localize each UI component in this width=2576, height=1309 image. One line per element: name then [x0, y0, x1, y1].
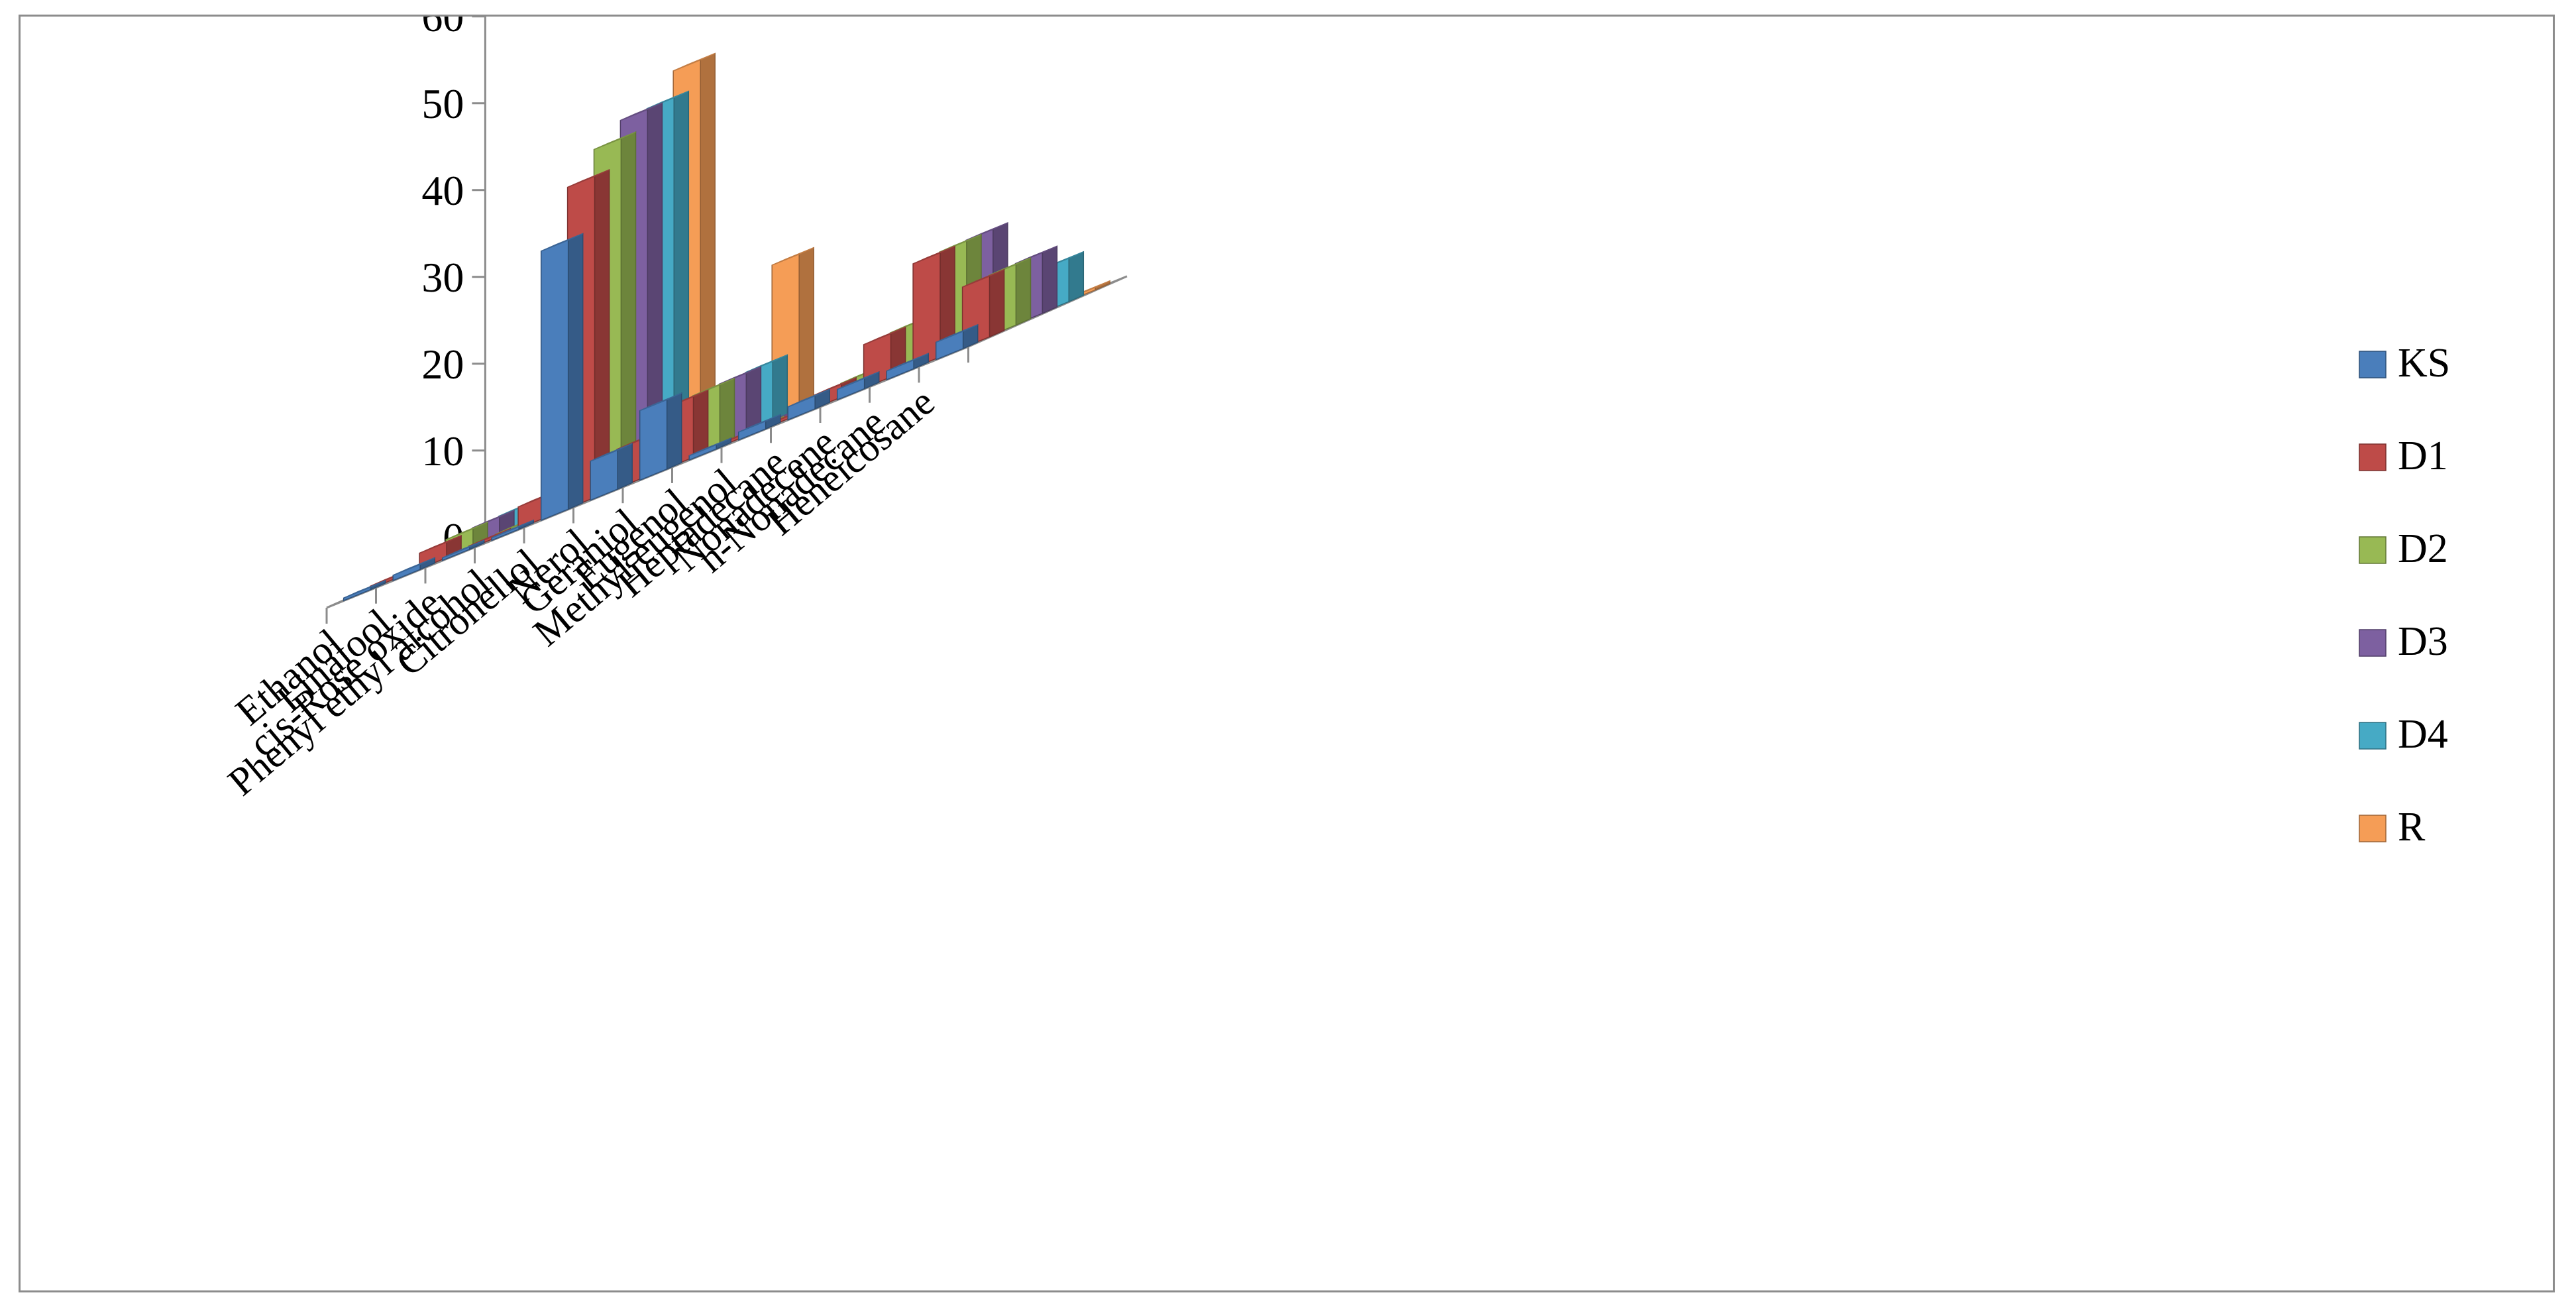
legend-item-d1: D1 — [2359, 433, 2448, 479]
bar-d1-11 — [912, 245, 955, 369]
y-tick-label: 10 — [421, 427, 464, 475]
legend-label: D4 — [2398, 712, 2448, 757]
axis-layer: 0102030405060 — [421, 17, 486, 561]
legend-item-d3: D3 — [2359, 619, 2448, 664]
y-tick-label: 60 — [421, 17, 464, 40]
bar-ks-8 — [737, 414, 781, 441]
legend-item-ks: KS — [2359, 341, 2450, 386]
legend-item-d2: D2 — [2359, 526, 2448, 571]
legend-swatch — [2359, 629, 2387, 657]
bar-ks-9 — [787, 388, 830, 421]
y-tick-label: 20 — [421, 341, 464, 388]
bar-ks-11 — [886, 353, 929, 381]
bar-ks-0 — [343, 579, 386, 602]
bar-ks-2 — [441, 540, 485, 561]
legend-swatch — [2359, 815, 2387, 842]
y-tick-label: 30 — [421, 254, 464, 301]
bar-ks-5 — [590, 443, 633, 501]
bars-layer — [343, 52, 1110, 602]
bar-ks-10 — [836, 370, 880, 401]
legend-swatch — [2359, 722, 2387, 750]
legend-label: D1 — [2398, 433, 2448, 479]
legend-swatch — [2359, 351, 2387, 378]
bar-d1-10 — [863, 326, 906, 389]
legend: KS D1 D2 D3 D4 R — [2359, 341, 2450, 850]
bar-ks-12 — [935, 323, 979, 361]
bar-ks-4 — [540, 233, 584, 522]
y-tick-label: 40 — [421, 167, 464, 214]
legend-label: D2 — [2398, 526, 2448, 571]
legend-label: D3 — [2398, 619, 2448, 664]
bar-ks-1 — [392, 557, 435, 582]
y-tick-label: 50 — [421, 80, 464, 127]
legend-item-d4: D4 — [2359, 712, 2448, 757]
bar-ks-6 — [639, 392, 682, 481]
legend-label: R — [2398, 805, 2426, 850]
legend-swatch — [2359, 443, 2387, 471]
legend-item-r: R — [2359, 805, 2426, 850]
bar-ks-7 — [688, 437, 731, 461]
legend-label: KS — [2398, 341, 2450, 386]
bar-ks-3 — [491, 519, 534, 541]
legend-swatch — [2359, 536, 2387, 564]
